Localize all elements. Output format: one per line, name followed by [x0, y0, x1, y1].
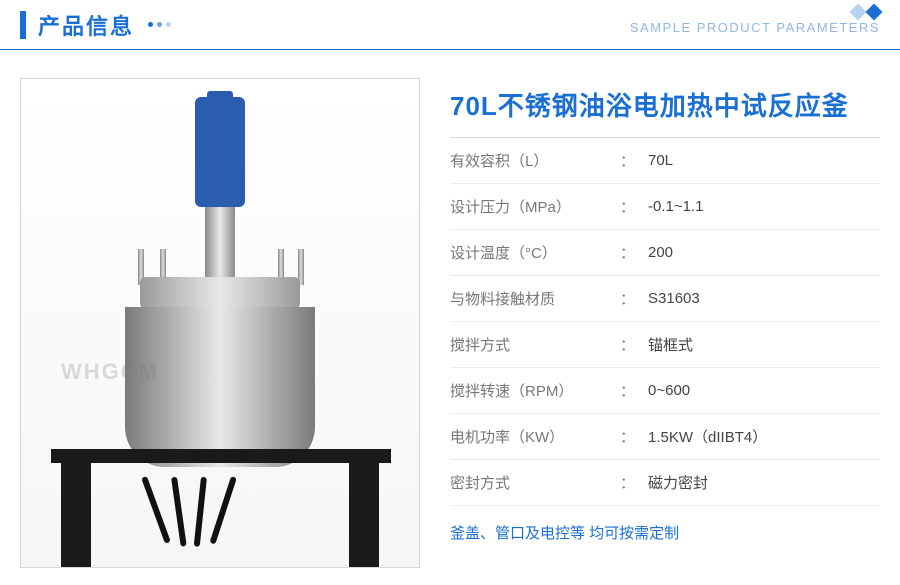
spec-panel: 70L不锈钢油浴电加热中试反应釜 有效容积（L）：70L设计压力（MPa）：-0…: [450, 78, 880, 568]
spec-colon: ：: [620, 472, 648, 493]
spec-value: 70L: [648, 152, 673, 169]
product-title: 70L不锈钢油浴电加热中试反应釜: [450, 86, 880, 138]
equipment-flange: [140, 277, 300, 309]
spec-value: 200: [648, 244, 673, 261]
spec-list: 有效容积（L）：70L设计压力（MPa）：-0.1~1.1设计温度（°C）：20…: [450, 138, 880, 506]
spec-value: 锚框式: [648, 334, 693, 355]
equipment-frame: [51, 449, 391, 463]
decorative-diamonds: [630, 6, 880, 18]
spec-label: 设计温度（°C）: [450, 242, 620, 263]
spec-row: 密封方式：磁力密封: [450, 460, 880, 506]
header-bar: 产品信息 SAMPLE PRODUCT PARAMETERS: [0, 0, 900, 50]
spec-row: 设计温度（°C）：200: [450, 230, 880, 276]
dot-icon: [148, 22, 153, 27]
equipment-vessel: [125, 307, 315, 467]
spec-value: -0.1~1.1: [648, 198, 703, 215]
diamond-icon: [850, 4, 867, 21]
equipment-hoses: [141, 477, 321, 557]
spec-row: 与物料接触材质：S31603: [450, 276, 880, 322]
spec-colon: ：: [620, 196, 648, 217]
spec-colon: ：: [620, 288, 648, 309]
spec-label: 设计压力（MPa）: [450, 196, 620, 217]
equipment-frame-leg: [349, 449, 379, 568]
spec-label: 有效容积（L）: [450, 150, 620, 171]
spec-value: 1.5KW（dIIBT4）: [648, 426, 767, 447]
spec-value: 磁力密封: [648, 472, 708, 493]
spec-row: 设计压力（MPa）：-0.1~1.1: [450, 184, 880, 230]
spec-row: 搅拌方式：锚框式: [450, 322, 880, 368]
decorative-dots: [148, 22, 171, 27]
spec-colon: ：: [620, 426, 648, 447]
product-image: WHGCM: [20, 78, 420, 568]
content-area: WHGCM 70L不锈钢油浴电加热中试反应釜 有效容积（L）：70L设计压力（M…: [0, 50, 900, 568]
spec-row: 有效容积（L）：70L: [450, 138, 880, 184]
header-right: SAMPLE PRODUCT PARAMETERS: [630, 6, 880, 35]
header-accent-bar: [20, 11, 26, 39]
spec-colon: ：: [620, 242, 648, 263]
spec-label: 电机功率（KW）: [450, 426, 620, 447]
spec-value: 0~600: [648, 382, 690, 399]
diamond-icon: [866, 4, 883, 21]
spec-label: 搅拌方式: [450, 334, 620, 355]
dot-icon: [157, 22, 162, 27]
spec-value: S31603: [648, 290, 700, 307]
spec-label: 与物料接触材质: [450, 288, 620, 309]
equipment-frame-leg: [61, 449, 91, 568]
spec-colon: ：: [620, 150, 648, 171]
watermark-text: WHGCM: [61, 359, 159, 385]
spec-label: 密封方式: [450, 472, 620, 493]
spec-colon: ：: [620, 380, 648, 401]
spec-colon: ：: [620, 334, 648, 355]
spec-row: 电机功率（KW）：1.5KW（dIIBT4）: [450, 414, 880, 460]
section-title: 产品信息: [38, 9, 134, 41]
dot-icon: [166, 22, 171, 27]
equipment-motor: [195, 97, 245, 207]
section-subtitle: SAMPLE PRODUCT PARAMETERS: [630, 20, 880, 35]
spec-label: 搅拌转速（RPM）: [450, 380, 620, 401]
customization-note: 釜盖、管口及电控等 均可按需定制: [450, 522, 880, 543]
spec-row: 搅拌转速（RPM）：0~600: [450, 368, 880, 414]
